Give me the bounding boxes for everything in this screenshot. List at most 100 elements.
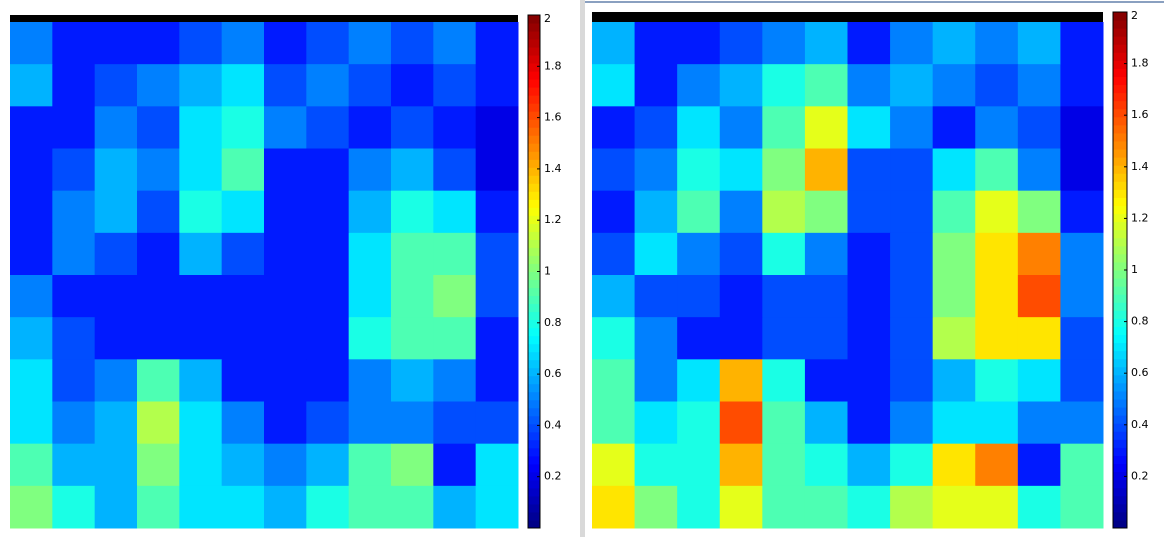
heatmap-cell — [137, 275, 180, 318]
heatmap-cell — [677, 148, 721, 192]
heatmap-cell — [10, 232, 53, 276]
colorbar-segment — [1113, 286, 1127, 295]
heatmap-cell — [137, 64, 180, 107]
heatmap-cell — [975, 106, 1019, 149]
heatmap-cell — [1017, 232, 1061, 276]
heatmap-cell — [137, 148, 180, 192]
heatmap-cell — [433, 64, 477, 107]
heatmap-cell — [391, 232, 434, 276]
colorbar-segment — [528, 503, 540, 513]
colorbar-segment — [1113, 52, 1127, 61]
heatmap-cell — [847, 275, 891, 318]
heatmap-cell — [475, 106, 519, 149]
colorbar-segment — [1113, 366, 1127, 376]
heatmap-cell — [221, 22, 265, 65]
heatmap-cell — [634, 106, 678, 149]
heatmap-cell — [475, 485, 519, 529]
colorbar-segment — [1113, 318, 1127, 327]
heatmap-cell — [804, 485, 848, 529]
heatmap-cell — [391, 485, 434, 529]
colorbar-segment — [1113, 463, 1127, 473]
colorbar-segment — [1113, 326, 1127, 335]
heatmap-cell — [719, 443, 763, 487]
heatmap-cell — [677, 64, 721, 107]
colorbar-segment — [1113, 124, 1127, 134]
heatmap-cell — [391, 64, 434, 107]
colorbar-segment — [1113, 221, 1127, 231]
colorbar-segment — [1113, 302, 1127, 311]
heatmap-cell — [975, 275, 1019, 318]
colorbar-tick-label: 1.4 — [1131, 160, 1149, 173]
heatmap-cell — [634, 190, 678, 234]
heatmap-cell — [179, 317, 223, 360]
heatmap-cell — [306, 106, 350, 149]
heatmap-cell — [221, 106, 265, 149]
colorbar-tick-label: 0.6 — [544, 367, 562, 380]
colorbar-segment — [528, 215, 540, 224]
colorbar-segment — [528, 159, 540, 168]
heatmap-cell — [762, 232, 806, 276]
colorbar-segment — [528, 479, 540, 489]
heatmap-cell — [10, 190, 53, 234]
heatmap-cell — [719, 275, 763, 318]
colorbar-segment — [528, 391, 540, 401]
colorbar-tick-label: 1.8 — [544, 59, 562, 72]
heatmap-cell — [52, 317, 96, 360]
heatmap-cell — [719, 64, 763, 107]
colorbar-segment — [528, 183, 540, 192]
colorbar-segment — [1113, 189, 1127, 198]
heatmap-cell — [1017, 485, 1061, 529]
heatmap-cell — [1060, 232, 1104, 276]
colorbar-segment — [528, 23, 540, 32]
heatmap-cell — [677, 275, 721, 318]
colorbar-segment — [1113, 100, 1127, 110]
heatmap-cell — [433, 443, 477, 487]
heatmap-cell — [634, 148, 678, 192]
colorbar-segment — [1113, 116, 1127, 126]
heatmap-cell — [264, 275, 307, 318]
heatmap-cell — [1060, 317, 1104, 360]
heatmap-cell — [221, 64, 265, 107]
colorbar-segment — [1113, 261, 1127, 271]
colorbar-segment — [528, 191, 540, 200]
heatmap-cell — [137, 359, 180, 402]
colorbar-segment — [528, 367, 540, 377]
colorbar-segment — [1113, 213, 1127, 223]
colorbar-segment — [528, 119, 540, 128]
heatmap-cell — [475, 359, 519, 402]
heatmap-cell — [592, 275, 636, 318]
heatmap-cell — [1060, 64, 1104, 107]
colorbar-segment — [528, 487, 540, 497]
heatmap-cell — [975, 359, 1019, 402]
heatmap-cell — [719, 232, 763, 276]
heatmap-cell — [1017, 148, 1061, 192]
heatmap-cell — [179, 64, 223, 107]
colorbar-segment — [528, 231, 540, 240]
heatmap-cell — [975, 317, 1019, 360]
colorbar-segment — [1113, 519, 1127, 529]
heatmap-cell — [391, 106, 434, 149]
heatmap-cell — [890, 148, 934, 192]
colorbar-segment — [528, 239, 540, 248]
colorbar-segment — [1113, 374, 1127, 384]
heatmap-cell — [592, 106, 636, 149]
heatmap-cell — [847, 485, 891, 529]
heatmap-cell — [264, 359, 307, 402]
heatmap-cell — [433, 485, 477, 529]
heatmap-cell — [137, 317, 180, 360]
heatmap-cell — [306, 359, 350, 402]
colorbar-segment — [528, 303, 540, 313]
colorbar-segment — [528, 39, 540, 48]
colorbar-segment — [528, 247, 540, 256]
colorbar-segment — [528, 335, 540, 345]
heatmap-cell — [932, 317, 976, 360]
heatmap-cell — [932, 106, 976, 149]
colorbar-segment — [528, 415, 540, 425]
heatmap-cell — [932, 190, 976, 234]
colorbar-segment — [1113, 165, 1127, 174]
heatmap-cell — [391, 190, 434, 234]
heatmap-cell — [592, 401, 636, 445]
heatmap-cell — [762, 443, 806, 487]
